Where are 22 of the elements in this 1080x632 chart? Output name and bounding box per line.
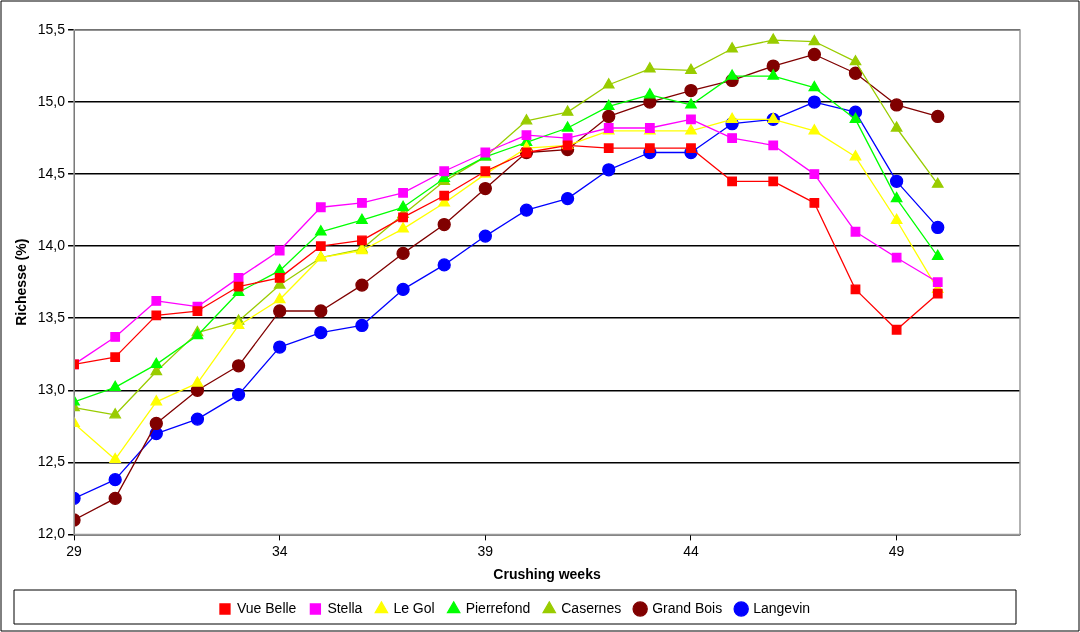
y-tick-label: 12,5 bbox=[37, 453, 66, 470]
x-axis-title: Crushing weeks bbox=[493, 566, 601, 583]
y-tick-label: 12,0 bbox=[37, 525, 66, 542]
legend-label: Vue Belle bbox=[236, 599, 297, 616]
y-tick-label: 15,5 bbox=[37, 20, 66, 37]
legend-label: Pierrefond bbox=[465, 599, 531, 616]
x-tick-label: 49 bbox=[888, 542, 905, 559]
y-tick-label: 13,5 bbox=[37, 309, 66, 326]
y-tick-label: 14,5 bbox=[37, 164, 66, 181]
legend-label: Le Gol bbox=[393, 599, 435, 616]
y-tick-label: 13,0 bbox=[37, 381, 66, 398]
legend-label: Stella bbox=[327, 599, 363, 616]
legend-label: Langevin bbox=[753, 599, 811, 616]
x-tick-label: 39 bbox=[477, 542, 494, 559]
y-axis-title: Richesse (%) bbox=[13, 238, 30, 326]
legend-label: Grand Bois bbox=[652, 599, 723, 616]
x-tick-label: 34 bbox=[271, 542, 288, 559]
x-tick-label: 44 bbox=[683, 542, 699, 559]
legend-label: Casernes bbox=[561, 599, 622, 616]
x-tick-label: 29 bbox=[66, 542, 83, 559]
y-tick-label: 14,0 bbox=[37, 237, 66, 254]
y-tick-label: 15,0 bbox=[37, 92, 66, 109]
